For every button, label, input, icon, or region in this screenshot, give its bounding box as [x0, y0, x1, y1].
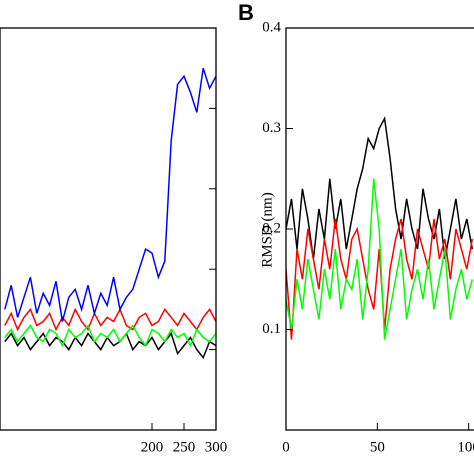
x-tick-label: 250	[173, 439, 196, 455]
data-line	[4, 324, 216, 348]
data-line	[286, 218, 474, 340]
plot-frame	[285, 27, 474, 431]
y-tick-label: 0.4	[262, 19, 281, 35]
data-line	[286, 116, 474, 260]
data-line	[4, 331, 216, 360]
data-line	[4, 67, 216, 322]
plot-area	[286, 116, 474, 340]
y-tick-label: 0.3	[262, 120, 281, 136]
y-tick-label: 0.1	[262, 321, 281, 337]
x-tick-label: 100	[457, 439, 474, 455]
x-tick-label: 300	[205, 439, 228, 455]
x-tick-label: 0	[282, 439, 290, 455]
y-tick-label: 0.2	[262, 220, 281, 236]
x-tick-label: 200	[141, 439, 164, 455]
plot-frame	[0, 27, 217, 431]
y-axis-label: RMSD (nm)	[259, 192, 275, 267]
x-tick-label: 50	[370, 439, 385, 455]
data-line	[286, 178, 474, 340]
panel-label: B	[238, 0, 254, 25]
data-line	[4, 307, 216, 332]
plot-area	[4, 67, 216, 360]
